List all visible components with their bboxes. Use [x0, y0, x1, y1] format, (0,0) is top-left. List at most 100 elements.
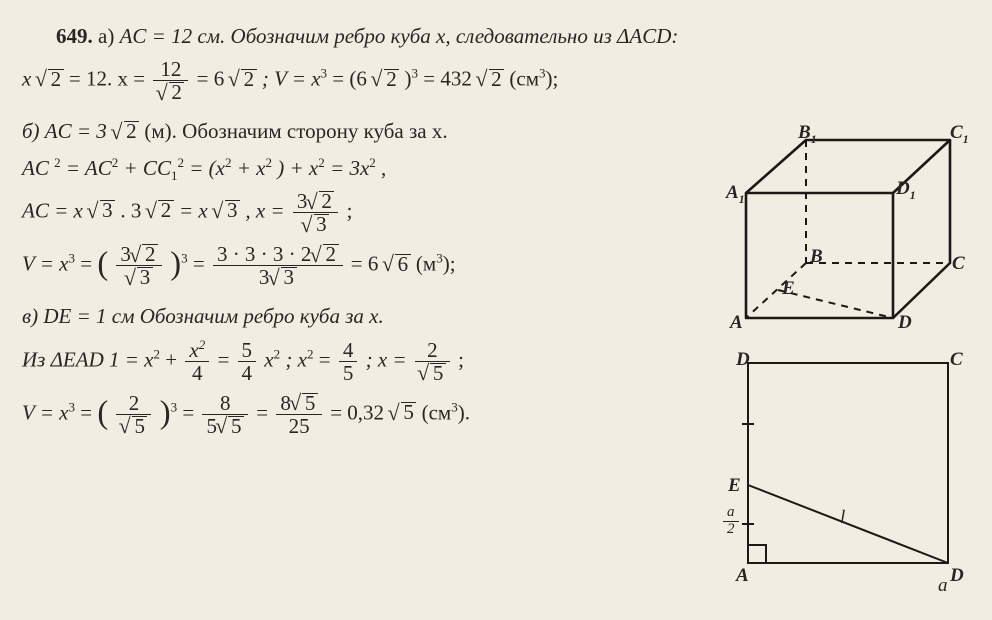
cube-label-c1: C1	[950, 120, 969, 146]
sqrt: 5	[217, 415, 244, 437]
rad: 3	[225, 200, 241, 221]
den: 3	[116, 266, 162, 288]
txt: ; x =	[366, 347, 412, 371]
sqrt: 3	[302, 213, 329, 235]
rad: 2	[169, 82, 185, 103]
sqrt: 3	[213, 196, 240, 224]
line-b-eq1: AC 2 = AC2 + CC12 = (x2 + x2 ) + x2 = 3x…	[22, 154, 722, 182]
sq-label-a-side: a	[938, 573, 948, 599]
rad: 2	[319, 191, 335, 212]
rad: 2	[158, 200, 174, 221]
txt: в) DE = 1 см Обозначим ребро куба за x.	[22, 304, 384, 328]
frac: a 2	[723, 505, 739, 538]
txt: );	[443, 252, 456, 276]
txt: ,	[381, 156, 386, 180]
line-c-eq1: Из ΔEAD 1 = x2 + x2 4 = 5 4 x2 ; x2 = 4 …	[22, 339, 722, 384]
txt: =	[256, 400, 273, 424]
den: 5	[116, 415, 151, 437]
frac: x2 4	[185, 339, 209, 384]
num: 5	[238, 339, 257, 362]
sq-label-c: C	[950, 347, 963, 373]
exp: 3	[171, 399, 178, 414]
s: 1	[910, 189, 916, 202]
sqrt: 5	[419, 362, 446, 384]
txt: = 432	[423, 67, 472, 91]
num: 85	[276, 392, 322, 415]
txt: =	[182, 400, 199, 424]
den: 33	[213, 266, 343, 288]
num: 12	[153, 58, 188, 81]
txt: б) AC = 3	[22, 119, 107, 143]
num: a	[723, 505, 739, 522]
rad: 5	[302, 393, 318, 414]
rad: 2	[48, 69, 64, 90]
sq-label-a-corner: A	[736, 563, 749, 589]
txt: (м	[416, 252, 436, 276]
txt: ).	[458, 400, 470, 424]
line-b-lead: б) AC = 3 2 (м). Обозначим сторону куба …	[22, 117, 722, 145]
figures-column: B1 C1 A1 D1 B C E A D D C E l A D a	[718, 118, 970, 583]
num: 32	[293, 190, 339, 213]
sqrt: 2	[311, 243, 338, 265]
frac: 8 55	[202, 392, 248, 437]
txt: =	[80, 252, 97, 276]
txt: = 6	[351, 252, 379, 276]
cube-label-e: E	[782, 276, 795, 302]
txt: = (6	[332, 67, 367, 91]
t: A	[726, 182, 739, 203]
txt: Из ΔEAD 1 = x	[22, 347, 154, 371]
txt: = 12. x =	[69, 67, 150, 91]
txt: ; x	[285, 347, 307, 371]
exp: 3	[321, 66, 328, 81]
exp: 2	[369, 155, 376, 170]
txt: ) + x	[277, 156, 318, 180]
part-a-given: AC = 12 см. Обозначим ребро куба x, след…	[120, 24, 679, 48]
den: 25	[276, 415, 322, 437]
rpar: )	[160, 395, 171, 431]
sqrt: 2	[230, 65, 257, 93]
frac: 85 25	[276, 392, 322, 437]
sqrt: 2	[477, 65, 504, 93]
den: 2	[153, 81, 188, 103]
frac: 3 · 3 · 3 · 22 33	[213, 243, 343, 288]
num: 3 · 3 · 3 · 22	[213, 243, 343, 266]
txt: );	[546, 67, 559, 91]
rad: 2	[489, 69, 505, 90]
sub: 1	[171, 168, 178, 183]
txt: x	[22, 67, 31, 91]
den: 5	[415, 362, 450, 384]
exp: 3	[68, 399, 75, 414]
txt: + CC	[124, 156, 171, 180]
den: 5	[339, 362, 358, 384]
exp: 3	[68, 251, 75, 266]
square-svg	[718, 345, 970, 583]
sqrt: 2	[112, 117, 139, 145]
n: x	[189, 338, 198, 362]
rad: 6	[395, 254, 411, 275]
sqrt: 3	[88, 196, 115, 224]
t: D	[896, 178, 910, 199]
exp: 2	[274, 346, 281, 361]
sqrt: 2	[307, 190, 334, 212]
sq-label-l: l	[840, 505, 845, 531]
sq-label-d-corner: D	[950, 563, 964, 589]
cube-label-b1: B1	[798, 120, 817, 146]
exp: 3	[411, 66, 418, 81]
num: 2	[415, 339, 450, 362]
den: 2	[723, 522, 739, 538]
txt: = 0,32	[330, 400, 384, 424]
cube-label-b: B	[810, 244, 823, 270]
rad: 2	[384, 69, 400, 90]
rad: 5	[132, 416, 148, 437]
s: 1	[963, 133, 969, 146]
rad: 5	[401, 402, 417, 423]
txt: = (x	[189, 156, 225, 180]
line-problem-header: 649. а) AC = 12 см. Обозначим ребро куба…	[22, 22, 722, 50]
frac: 32 3	[116, 243, 162, 288]
txt: x	[264, 347, 273, 371]
txt: = 3x	[330, 156, 369, 180]
exp: 3	[181, 251, 188, 266]
line-b-eq2: AC = x 3 . 3 2 = x 3 , x = 32 3 ;	[22, 190, 722, 235]
line-b-eq3: V = x3 = ( 32 3 )3 = 3 · 3 · 3 · 22 33 =…	[22, 243, 722, 288]
exp: 2	[266, 155, 273, 170]
